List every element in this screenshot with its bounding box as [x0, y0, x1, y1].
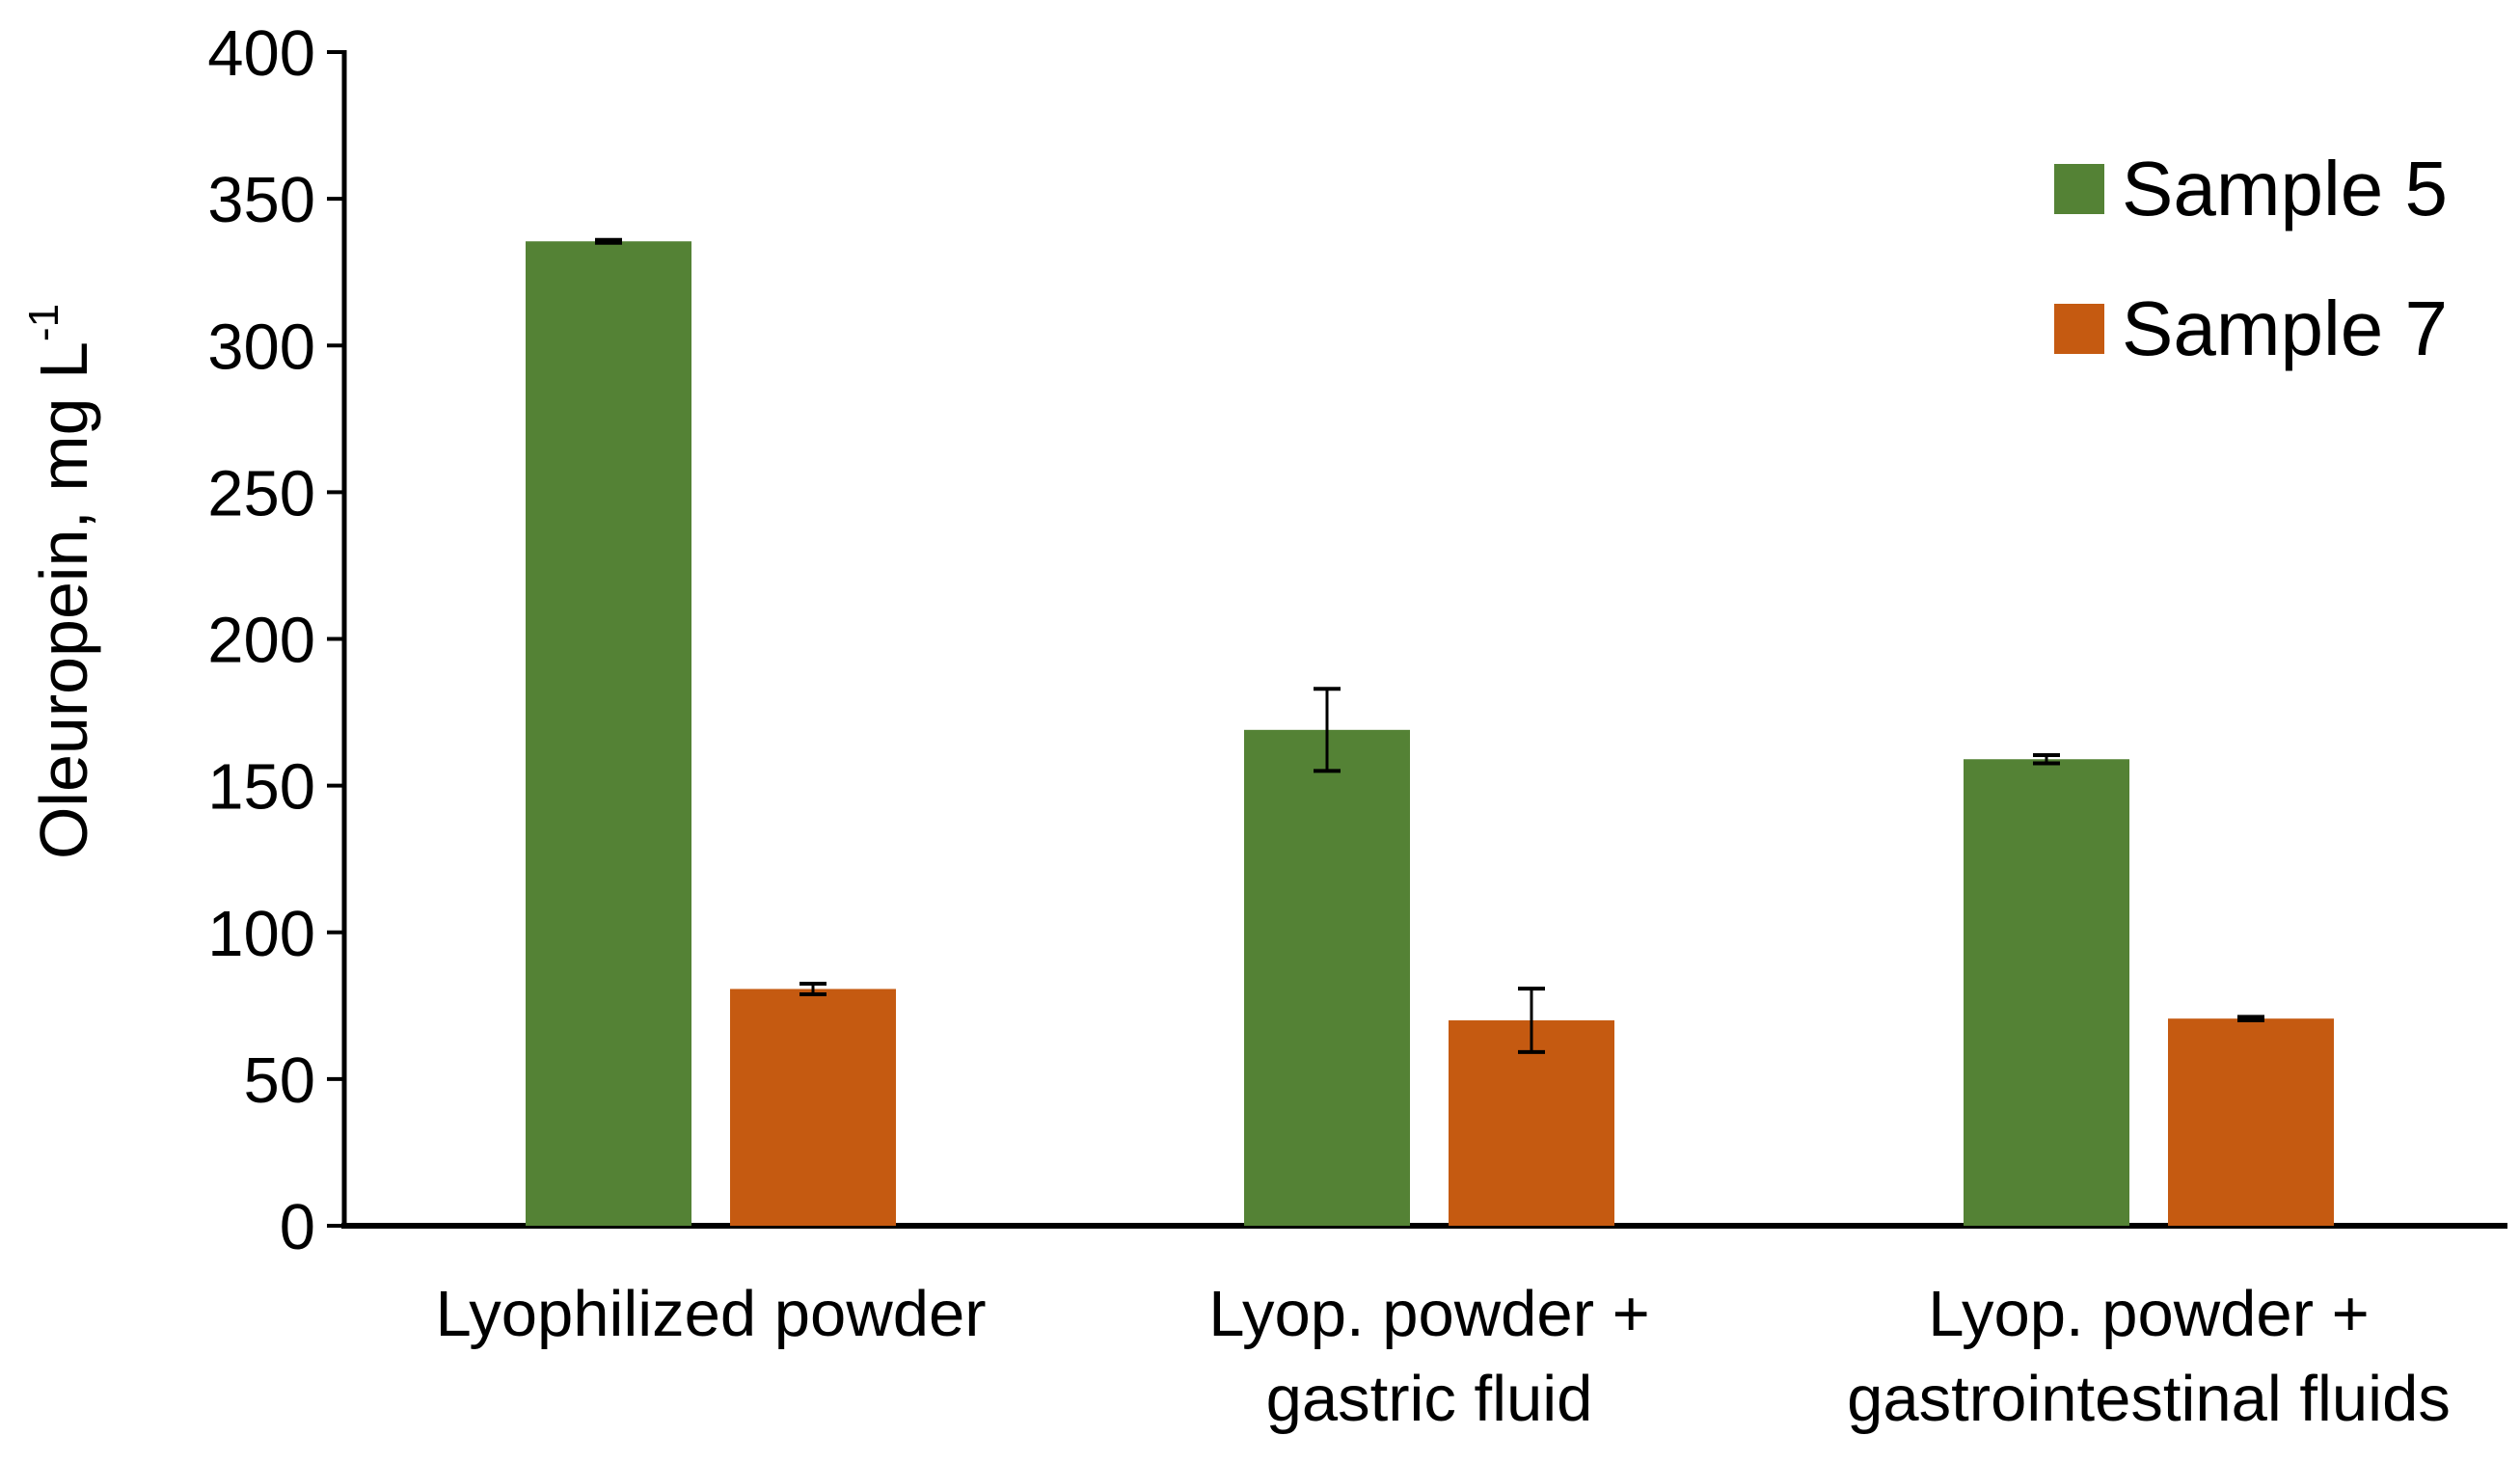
bar-sample-5	[1244, 729, 1410, 1226]
x-tick-label: Lyop. powder + gastrointestinal fluids	[1847, 1278, 2451, 1435]
y-tick-label: 350	[207, 164, 315, 236]
legend-label: Sample 5	[2122, 146, 2448, 231]
x-tick-label-line: gastrointestinal fluids	[1847, 1363, 2451, 1435]
y-tick-label: 100	[207, 898, 315, 970]
legend-label: Sample 7	[2122, 285, 2448, 371]
svg-text:Oleuropein, mg L-1: Oleuropein, mg L-1	[20, 304, 101, 859]
bar-sample-5	[1964, 759, 2129, 1226]
x-tick-label: Lyop. powder + gastric fluid	[1208, 1278, 1650, 1435]
y-tick-label: 150	[207, 751, 315, 824]
bar-sample-7	[2168, 1018, 2334, 1226]
x-tick-label: Lyophilized powder	[435, 1278, 986, 1350]
bar-sample-7	[730, 989, 896, 1226]
bar-sample-5	[526, 241, 691, 1226]
x-tick-label-line: Lyop. powder +	[1928, 1278, 2370, 1350]
x-tick-label-line: Lyophilized powder	[435, 1278, 986, 1350]
y-axis-label-text: Oleuropein, mg L	[26, 341, 101, 859]
x-tick-label-line: gastric fluid	[1266, 1363, 1593, 1435]
legend-swatch	[2054, 164, 2104, 214]
y-tick-label: 0	[280, 1191, 315, 1263]
y-tick-label: 200	[207, 605, 315, 677]
bar-sample-7	[1449, 1020, 1614, 1226]
y-axis-label-superscript: -1	[20, 304, 68, 341]
y-tick-label: 50	[243, 1044, 315, 1117]
y-tick-label: 400	[207, 17, 315, 90]
x-tick-label-line: Lyop. powder +	[1208, 1278, 1650, 1350]
legend-swatch	[2054, 304, 2104, 354]
y-axis-label: Oleuropein, mg L-1	[20, 304, 101, 859]
y-tick-label: 300	[207, 311, 315, 383]
y-tick-label: 250	[207, 457, 315, 529]
